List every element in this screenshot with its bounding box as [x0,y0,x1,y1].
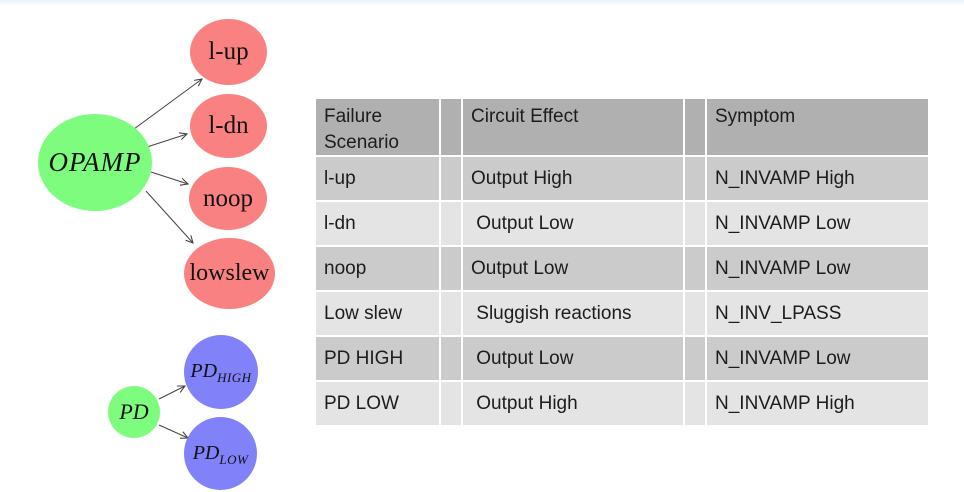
table-row: l-dn Output Low N_INVAMP Low [316,202,928,246]
cell-effect: Output High [463,157,683,201]
cell-symptom: N_INVAMP High [707,382,928,426]
cell-effect: Output Low [463,202,683,246]
arrow-pd-to-pdhigh [158,386,185,400]
node-pd-high-label: PDHIGH [190,360,252,385]
node-pd: PD [108,386,160,438]
cell-scenario: Low slew [316,292,439,336]
table-row: Low slew Sluggish reactions N_INV_LPASS [316,292,928,336]
cell-effect: Sluggish reactions [463,292,683,336]
cell-scenario: noop [316,247,439,291]
cell-separator [685,292,705,336]
header-circuit-effect: Circuit Effect [463,99,683,156]
cell-separator [441,202,461,246]
header-symptom: Symptom [707,99,928,156]
cell-scenario: l-dn [316,202,439,246]
node-l-up-label: l-up [208,38,249,65]
cell-symptom: N_INVAMP High [707,157,928,201]
arrow-pd-to-pdlow [158,424,188,438]
table-row: PD LOW Output High N_INVAMP High [316,382,928,426]
cell-symptom: N_INVAMP Low [707,202,928,246]
arrow-opamp-to-lowslew [145,190,193,243]
node-opamp: OPAMP [38,114,152,211]
table-row: noop Output Low N_INVAMP Low [316,247,928,291]
node-l-dn-label: l-dn [208,112,249,139]
node-l-dn: l-dn [190,94,267,158]
cell-separator [441,247,461,291]
node-opamp-label: OPAMP [48,147,142,177]
node-lowslew: lowslew [184,238,275,309]
cell-symptom: N_INV_LPASS [707,292,928,336]
cell-separator [441,292,461,336]
header-separator [685,99,705,156]
node-pd-high: PDHIGH [184,335,258,409]
node-lowslew-label: lowslew [189,260,270,286]
cell-separator [441,382,461,426]
node-pd-low-label: PDLOW [192,441,249,467]
cell-symptom: N_INVAMP Low [707,247,928,291]
cell-scenario: PD LOW [316,382,439,426]
cell-separator [685,382,705,426]
node-noop: noop [189,167,267,230]
cell-separator [685,202,705,246]
header-failure-scenario: Failure Scenario [316,99,439,156]
cell-scenario: PD HIGH [316,337,439,381]
header-separator [441,99,461,156]
cell-separator [685,337,705,381]
top-gradient-strip [0,0,964,6]
cell-separator [685,247,705,291]
table-row: PD HIGH Output Low N_INVAMP Low [316,337,928,381]
node-l-up: l-up [190,19,267,85]
node-noop-label: noop [203,184,253,212]
cell-separator [685,157,705,201]
table-header-row: Failure Scenario Circuit Effect Symptom [316,99,928,156]
cell-effect: Output Low [463,337,683,381]
node-pd-label: PD [119,399,149,424]
arrow-opamp-to-ldn [146,134,187,148]
cell-scenario: l-up [316,157,439,201]
arrow-opamp-to-noop [150,171,188,184]
cell-symptom: N_INVAMP Low [707,337,928,381]
table-row: l-up Output High N_INVAMP High [316,157,928,201]
cell-effect: Output Low [463,247,683,291]
cell-separator [441,157,461,201]
cell-separator [441,337,461,381]
cell-effect: Output High [463,382,683,426]
failure-scenario-table: Failure Scenario Circuit Effect Symptom … [314,97,930,427]
node-pd-low: PDLOW [184,417,257,490]
